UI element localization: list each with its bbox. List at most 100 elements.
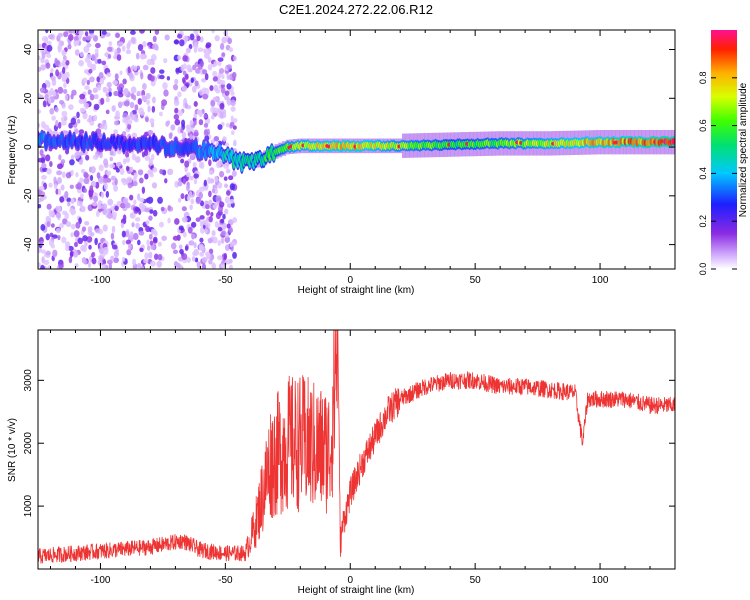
spectrum-scatter-point — [224, 244, 230, 251]
spectrum-scatter-point — [226, 83, 232, 90]
spectrum-scatter-point — [181, 216, 188, 223]
snr-xtick-label: -50 — [218, 575, 233, 586]
spectrum-scatter-point — [156, 260, 163, 268]
spectrum-scatter-point — [146, 99, 150, 106]
spectrum-scatter-point — [224, 183, 229, 189]
spectrum-scatter-point — [226, 74, 231, 80]
spectrogram-xtick-label: 0 — [347, 275, 353, 286]
spectrum-scatter-point — [117, 101, 123, 109]
spectrum-scatter-point — [87, 226, 93, 233]
spectrum-scatter-point — [179, 248, 184, 255]
spectrum-scatter-point — [232, 141, 237, 147]
spectrum-scatter-point — [70, 232, 74, 238]
spectrum-scatter-point — [193, 119, 197, 126]
spectrum-scatter-point — [205, 42, 212, 48]
spectrum-scatter-point — [226, 64, 232, 70]
spectrum-scatter-point — [199, 220, 204, 228]
spectrum-scatter-point — [64, 94, 69, 101]
spectrum-scatter-point — [203, 179, 208, 187]
spectrum-scatter-point — [40, 224, 46, 231]
spectrum-scatter-point — [163, 57, 168, 64]
spectrum-scatter-point — [110, 232, 115, 240]
spectrum-scatter-point — [109, 150, 115, 156]
spectrum-scatter-point — [99, 123, 105, 130]
spectrum-scatter-point — [132, 258, 137, 266]
spectrum-scatter-point — [106, 81, 112, 88]
spectrum-scatter-point — [158, 111, 163, 117]
spectrum-scatter-point — [80, 244, 86, 252]
spectrum-scatter-point — [98, 254, 102, 262]
spectrum-scatter-point — [216, 161, 221, 169]
spectrum-scatter-point — [40, 64, 46, 71]
spectrum-scatter-point — [99, 77, 105, 85]
spectrum-scatter-point — [88, 68, 93, 74]
spectrum-scatter-point — [82, 36, 87, 42]
spectrum-scatter-point — [114, 73, 119, 81]
spectrum-scatter-point — [57, 188, 62, 196]
spectrum-scatter-point — [131, 222, 135, 228]
spectrum-scatter-point — [203, 113, 208, 119]
spectrum-scatter-point — [63, 82, 67, 89]
spectrum-scatter-point — [88, 190, 94, 198]
spectrum-scatter-point — [47, 40, 52, 46]
spectrum-scatter-point — [113, 90, 119, 97]
spectrum-scatter-point — [191, 85, 197, 93]
spectrum-scatter-point — [91, 257, 97, 265]
spectrum-scatter-point — [83, 45, 90, 53]
spectrum-scatter-point — [129, 166, 134, 173]
spectrum-scatter-point — [149, 118, 155, 124]
spectrum-scatter-point — [62, 55, 67, 61]
spectrum-scatter-point — [139, 53, 146, 60]
spectrum-scatter-point — [98, 164, 104, 172]
spectrum-scatter-point — [108, 263, 113, 269]
spectrum-scatter-point — [199, 251, 205, 257]
spectrum-scatter-point — [174, 78, 179, 85]
spectrum-scatter-point — [209, 170, 214, 176]
spectrum-scatter-point — [60, 159, 66, 164]
spectrum-scatter-point — [152, 96, 156, 104]
spectrum-scatter-point — [74, 49, 80, 56]
spectrum-scatter-point — [187, 226, 193, 234]
spectrum-scatter-point — [113, 184, 119, 192]
spectrum-scatter-point — [113, 257, 120, 264]
spectrum-scatter-point — [119, 70, 123, 76]
spectrum-scatter-point — [226, 223, 231, 229]
spectrum-scatter-point — [137, 262, 142, 269]
spectrum-scatter-point — [220, 263, 226, 269]
spectrum-scatter-point — [174, 107, 179, 114]
spectrum-scatter-point — [126, 119, 133, 125]
spectrum-scatter-point — [199, 237, 204, 243]
snr-ytick-label: 2000 — [23, 432, 34, 455]
spectrum-scatter-point — [50, 75, 56, 81]
spectrum-scatter-point — [59, 222, 64, 229]
spectrum-scatter-point — [125, 156, 131, 163]
spectrum-scatter-point — [137, 98, 143, 105]
spectrum-scatter-point — [70, 251, 75, 257]
spectrum-scatter-point — [159, 69, 165, 74]
spectrum-scatter-point — [223, 252, 228, 261]
spectrum-scatter-point — [177, 181, 183, 187]
spectrum-scatter-point — [157, 253, 163, 261]
spectrum-scatter-point — [122, 214, 127, 222]
spectrum-scatter-point — [95, 210, 100, 218]
spectrum-scatter-point — [40, 157, 46, 164]
spectrum-scatter-point — [157, 241, 162, 247]
spectrum-scatter-point — [196, 261, 201, 269]
spectrum-scatter-point — [231, 170, 237, 177]
spectrum-scatter-point — [40, 249, 46, 254]
spectrum-scatter-point — [224, 208, 229, 215]
spectrum-scatter-point — [132, 232, 139, 241]
spectrum-scatter-point — [133, 181, 138, 187]
spectrum-scatter-point — [112, 211, 117, 218]
spectrum-scatter-point — [177, 55, 182, 61]
snr-ytick-label: 1000 — [23, 495, 34, 518]
spectrum-scatter-point — [107, 53, 112, 59]
colorbar-ticks: 0.0 0.2 0.4 0.6 0.8 — [698, 72, 737, 275]
spectrum-scatter-point — [210, 99, 216, 107]
spectrum-scatter-point — [192, 161, 197, 168]
spectrogram-data — [38, 30, 675, 269]
spectrum-scatter-point — [125, 239, 132, 245]
spectrum-scatter-point — [116, 47, 121, 54]
spectrum-scatter-point — [196, 35, 201, 42]
spectrum-scatter-point — [157, 196, 163, 204]
